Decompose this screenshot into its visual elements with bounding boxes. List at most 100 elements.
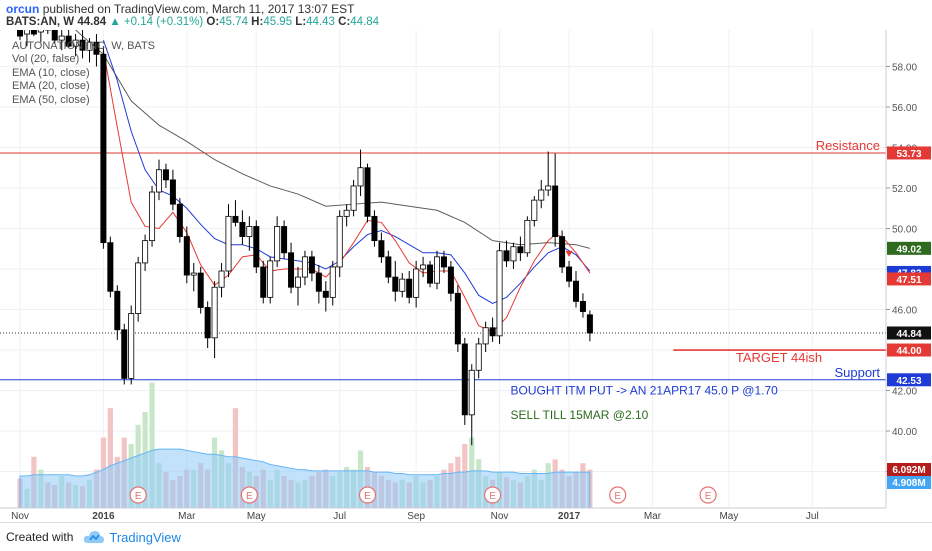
candle-body: [531, 199, 538, 221]
candle-body: [204, 307, 211, 339]
candle-body: [496, 250, 503, 337]
earnings-marker: [240, 486, 258, 504]
annotation-text: BOUGHT ITM PUT -> AN 21APR17 45.0 P @1.7…: [511, 384, 779, 398]
volume-badge: [887, 476, 931, 489]
candle-body: [586, 314, 593, 334]
levels: Resistance Support TARGET 44ish: [0, 138, 886, 381]
candle-body: [566, 266, 573, 282]
candle-body: [475, 343, 482, 371]
candle-body: [86, 41, 93, 51]
candle-body: [288, 252, 295, 288]
low-value: 44.43: [306, 16, 335, 28]
candle-body: [322, 290, 329, 298]
candle-body: [461, 343, 468, 416]
ema10-line: [102, 50, 591, 333]
candle-body: [183, 236, 190, 276]
earnings-marker: [484, 486, 502, 504]
legend-ema10[interactable]: EMA (10, close): [12, 66, 90, 79]
candle-body: [23, 30, 30, 35]
candle-body: [378, 240, 385, 258]
candle-body: [392, 276, 399, 292]
price-tick-label: 52.00: [892, 184, 917, 195]
candle-body: [107, 242, 114, 292]
legend-vol[interactable]: Vol (20, false): [12, 53, 80, 66]
candle-body: [218, 270, 225, 288]
time-tick-label: Mar: [178, 511, 196, 522]
candle-body: [517, 246, 524, 254]
ema20-line: [102, 39, 591, 304]
candle-body: [128, 313, 135, 379]
resistance-price-badge-text: 53.73: [896, 149, 921, 160]
candle-body: [211, 286, 218, 339]
candle-body: [281, 226, 288, 254]
candle-body: [308, 256, 315, 274]
time-tick-label: May: [719, 511, 738, 522]
earnings-label: E: [246, 491, 253, 502]
candle-body: [413, 268, 420, 298]
high-label: H:: [251, 16, 264, 28]
candle-body: [350, 185, 357, 211]
candle-body: [559, 236, 566, 268]
candle-body: [142, 240, 149, 264]
last-price-badge: [887, 326, 931, 340]
candle-body: [260, 266, 267, 298]
candle-body: [176, 203, 183, 237]
annotation-text: SELL TILL 15MAR @2.10: [511, 408, 649, 422]
candle-body: [552, 185, 559, 237]
ema-price-badge-text: 49.02: [896, 244, 921, 255]
ema-price-badge-text: 47.51: [896, 275, 921, 286]
time-tick-label: Nov: [11, 511, 29, 522]
candle-body: [155, 169, 162, 193]
candle-body: [232, 215, 239, 223]
target-price-badge-text: 44.00: [896, 346, 921, 357]
candles: [16, 30, 593, 446]
last-price-badge-text: 44.84: [896, 329, 921, 340]
candle-body: [190, 272, 197, 276]
candle-body: [121, 329, 128, 379]
support-price-badge: [887, 373, 931, 387]
candle-body: [357, 167, 364, 187]
candle-body: [468, 369, 475, 416]
candle-body: [100, 53, 107, 244]
legend-title[interactable]: AUTONATION INC, W, BATS: [12, 40, 156, 52]
legend-ema50[interactable]: EMA (50, close): [12, 93, 90, 106]
resistance-label: Resistance: [816, 138, 880, 153]
price-tick-label: 56.00: [892, 103, 917, 114]
candle-body: [246, 226, 253, 237]
candle-body: [454, 292, 461, 345]
indicator-legend: AUTONATION INC, W, BATS Vol (20, false) …: [12, 40, 155, 107]
volume-ma-area: [19, 448, 591, 509]
cloud-icon: [84, 531, 105, 543]
ema-price-badge: [887, 241, 931, 255]
candle-body: [315, 272, 322, 292]
price-tick-label: 58.00: [892, 62, 917, 73]
time-tick-label: 2017: [558, 511, 581, 522]
price-tick-label: 50.00: [892, 224, 917, 235]
candle-body: [420, 264, 427, 270]
price-tick-label: 42.00: [892, 387, 917, 398]
earnings-marker: [699, 486, 717, 504]
quote-line: BATS:AN, W 44.84 ▲ +0.14 (+0.31%) O:45.7…: [6, 16, 379, 28]
open-label: O:: [206, 16, 220, 28]
candle-body: [225, 215, 232, 272]
price-tick-label: 40.00: [892, 427, 917, 438]
candle-body: [301, 256, 308, 278]
created-with-label: Created with: [6, 530, 74, 544]
price-chart[interactable]: E E E E E E Resistance Support TARGET 44ish BOU…: [0, 30, 932, 522]
high-value: 45.95: [263, 16, 293, 28]
candle-body: [114, 290, 121, 331]
tradingview-logo[interactable]: TradingView: [83, 530, 181, 545]
up-arrow-icon: ▲: [109, 16, 121, 28]
candle-body: [573, 280, 580, 302]
candle-body: [79, 39, 86, 51]
ema-price-badge: [887, 272, 931, 286]
low-label: L:: [295, 16, 307, 28]
legend-ema20[interactable]: EMA (20, close): [12, 80, 90, 93]
candle-body: [51, 30, 58, 41]
volume-bar: [149, 382, 155, 508]
candle-body: [329, 266, 336, 298]
candle-body: [385, 256, 392, 278]
author-name[interactable]: orcun: [6, 2, 40, 16]
support-price-badge-text: 42.53: [896, 376, 921, 387]
